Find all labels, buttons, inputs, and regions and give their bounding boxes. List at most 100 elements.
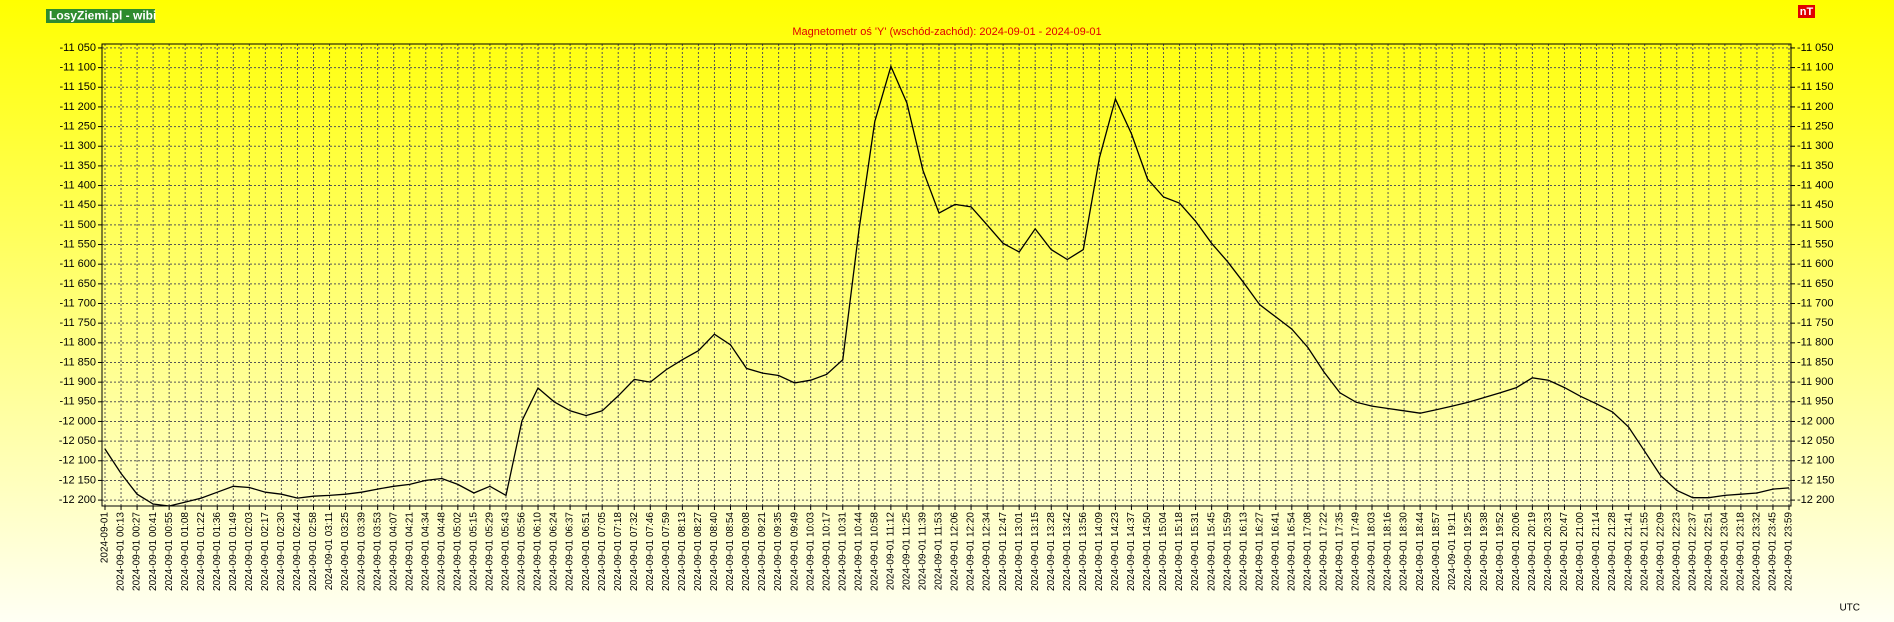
x-tick-label: 2024-09-01 16:54: [1286, 512, 1297, 591]
x-tick-label: 2024-09-01 14:50: [1142, 512, 1153, 591]
y-tick-label: -11 450: [60, 199, 97, 211]
x-tick-label: 2024-09-01 05:02: [452, 512, 463, 591]
x-tick-label: 2024-09-01 17:35: [1335, 512, 1346, 591]
x-tick-label: 2024-09-01 09:49: [789, 512, 800, 591]
y-tick-label-right: -11 900: [1797, 376, 1834, 388]
x-tick-label: 2024-09-01 15:59: [1222, 512, 1233, 591]
x-tick-label: 2024-09-01 07:46: [645, 512, 656, 591]
x-tick-label: 2024-09-01 19:38: [1479, 512, 1490, 591]
y-tick-label: -11 100: [60, 61, 97, 73]
x-tick-label: 2024-09-01 13:15: [1030, 512, 1041, 591]
x-tick-label: 2024-09-01 05:29: [485, 512, 496, 591]
x-tick-label: 2024-09-01 18:16: [1383, 512, 1394, 591]
x-tick-label: 2024-09-01 04:07: [388, 512, 399, 591]
x-tick-label: 2024-09-01 03:25: [340, 512, 351, 591]
y-tick-label-right: -11 400: [1797, 179, 1834, 191]
y-tick-label-right: -11 650: [1797, 278, 1834, 290]
x-tick-label: 2024-09-01 01:49: [228, 512, 239, 591]
y-tick-label-right: -12 150: [1797, 474, 1834, 486]
x-tick-label: 2024-09-01 01:22: [196, 512, 207, 591]
x-tick-label: 2024-09-01 13:01: [1014, 512, 1025, 591]
x-tick-label: 2024-09-01 22:09: [1655, 512, 1666, 591]
y-tick-label-right: -11 550: [1797, 238, 1834, 250]
x-tick-label: 2024-09-01 00:55: [164, 512, 175, 591]
y-tick-label-right: -11 250: [1797, 120, 1834, 132]
x-tick-label: 2024-09-01 02:58: [308, 512, 319, 591]
y-tick-label: -11 250: [60, 120, 97, 132]
x-tick-label: 2024-09-01 14:37: [1126, 512, 1137, 591]
x-tick-label: 2024-09-01 14:23: [1110, 512, 1121, 591]
y-tick-label: -12 200: [59, 494, 96, 506]
x-tick-label: 2024-09-01 14:09: [1094, 512, 1105, 591]
x-tick-label: 2024-09-01 15:45: [1206, 512, 1217, 591]
y-tick-label: -12 100: [59, 455, 96, 467]
plot-border: [101, 43, 1792, 507]
y-tick-label: -12 150: [59, 474, 96, 486]
x-tick-label: 2024-09-01 20:06: [1511, 512, 1522, 591]
x-tick-label: 2024-09-01 05:56: [517, 512, 528, 591]
unit-label: nT: [1800, 6, 1814, 18]
x-tick-label: 2024-09-01 07:32: [629, 512, 640, 591]
x-tick-label: 2024-09-01 20:19: [1527, 512, 1538, 591]
x-tick-label: 2024-09-01 18:57: [1431, 512, 1442, 591]
data-line: [104, 64, 1790, 507]
x-tick-label: 2024-09-01 17:22: [1319, 512, 1330, 591]
y-tick-label-right: -11 850: [1797, 356, 1834, 368]
y-tick-label: -11 050: [60, 42, 97, 54]
x-tick-label: 2024-09-01 02:44: [292, 512, 303, 591]
x-tick-label: 2024-09-01 19:52: [1495, 512, 1506, 591]
x-tick-label: 2024-09-01 08:40: [709, 512, 720, 591]
plot-area: -11 050 -11 050 -11 100 -11 100 -11 150 -11 1…: [59, 42, 1835, 591]
x-tick-label: 2024-09-01 11:25: [902, 512, 913, 591]
y-tick-label: -11 500: [60, 219, 97, 231]
y-tick-label-right: -11 600: [1797, 258, 1834, 270]
y-tick-label-right: -11 800: [1797, 337, 1834, 349]
x-tick-label: 2024-09-01 09:35: [773, 512, 784, 591]
x-tick-label: 2024-09-01 10:03: [805, 512, 816, 591]
y-tick-label: -12 000: [59, 415, 96, 427]
x-tick-label: 2024-09-01 05:15: [469, 512, 480, 591]
x-tick-label: 2024-09-01 22:23: [1671, 512, 1682, 591]
y-tick-label-right: -12 000: [1797, 415, 1834, 427]
y-tick-label-right: -11 950: [1797, 396, 1834, 408]
x-tick-label: 2024-09-01 16:41: [1270, 512, 1281, 591]
x-tick-label: 2024-09-01 09:21: [757, 512, 768, 591]
y-tick-label: -11 900: [60, 376, 97, 388]
x-tick-label: 2024-09-01 13:56: [1078, 512, 1089, 591]
x-tick-label: 2024-09-01 03:39: [356, 512, 367, 591]
x-tick-label: 2024-09-01 12:47: [998, 512, 1009, 591]
x-tick-label: 2024-09-01 07:18: [613, 512, 624, 591]
x-tick-label: 2024-09-01 23:04: [1719, 512, 1730, 591]
x-tick-label: 2024-09-01 11:53: [934, 512, 945, 591]
x-tick-label: 2024-09-01 21:41: [1623, 512, 1634, 591]
y-tick-label: -11 650: [60, 278, 97, 290]
y-tick-label: -11 600: [60, 258, 97, 270]
y-tick-label: -12 050: [59, 435, 96, 447]
y-tick-label-right: -11 200: [1797, 101, 1834, 113]
x-tick-label: 2024-09-01 21:14: [1591, 512, 1602, 591]
x-tick-label: 2024-09-01 04:34: [420, 512, 431, 591]
x-tick-label: 2024-09-01 21:28: [1607, 512, 1618, 591]
x-tick-label: 2024-09-01 12:06: [950, 512, 961, 591]
y-tick-label-right: -12 200: [1797, 494, 1834, 506]
y-tick-label-right: -11 500: [1797, 219, 1834, 231]
x-tick-label: 2024-09-01 05:43: [501, 512, 512, 591]
x-tick-label: 2024-09-01 07:59: [661, 512, 672, 591]
x-tick-label: 2024-09-01 04:21: [404, 512, 415, 591]
time-label: UTC: [1839, 603, 1860, 614]
y-tick-label-right: -11 300: [1797, 140, 1834, 152]
x-tick-label: 2024-09-01 03:11: [324, 512, 335, 591]
brand: LosyZiemi.pl - wibi: [49, 9, 156, 23]
plot-background: [102, 44, 1791, 506]
x-tick-label: 2024-09-01 21:55: [1639, 512, 1650, 591]
x-tick-label: 2024-09-01 10:17: [821, 512, 832, 591]
y-tick-label: -11 950: [60, 396, 97, 408]
x-tick-label: 2024-09-01 19:11: [1447, 512, 1458, 591]
y-tick-label: -11 150: [60, 81, 97, 93]
x-tick-label: 2024-09-01 06:37: [565, 512, 576, 591]
x-tick-label: 2024-09-01 11:39: [918, 512, 929, 591]
x-tick-label: 2024-09-01 15:18: [1174, 512, 1185, 591]
y-tick-label-right: -12 100: [1797, 455, 1834, 467]
y-tick-label-right: -11 050: [1797, 42, 1834, 54]
